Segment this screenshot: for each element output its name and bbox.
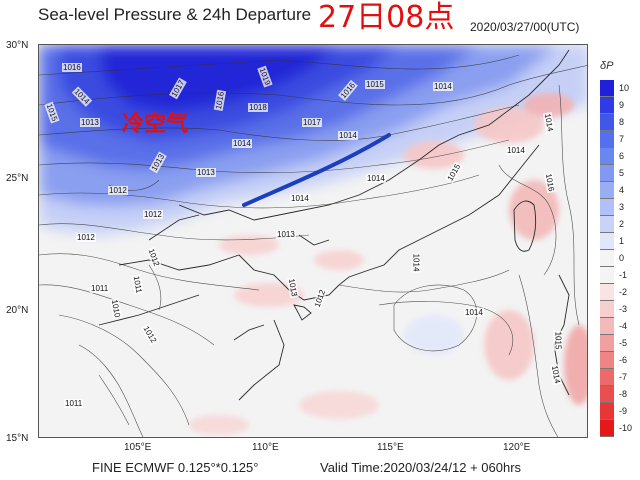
colorbar-label: 6 <box>619 151 625 161</box>
lat-label-30n: 30°N <box>6 40 29 51</box>
chart-title: Sea-level Pressure & 24h Departure <box>38 5 312 24</box>
colorbar-label: 3 <box>619 202 625 212</box>
isobar-label: 1018 <box>248 103 268 112</box>
lon-label-120e: 120°E <box>503 442 531 453</box>
isobar-label: 1013 <box>80 118 100 127</box>
isobar-label: 1014 <box>366 174 386 183</box>
colorbar-cell <box>600 284 614 301</box>
colorbar-cell <box>600 165 614 182</box>
isobar-label: 1013 <box>196 168 216 177</box>
map-frame <box>38 44 588 438</box>
isobar-label: 1014 <box>411 252 421 273</box>
isobar-label: 1014 <box>506 146 526 155</box>
colorbar-label: -9 <box>619 406 628 416</box>
colorbar-cell <box>600 352 614 369</box>
colorbar-cell <box>600 267 614 284</box>
colorbar-label: -5 <box>619 338 628 348</box>
colorbar-label: -3 <box>619 304 628 314</box>
colorbar-label: 0 <box>619 253 625 263</box>
colorbar-cell <box>600 114 614 131</box>
pressure-fall-field <box>189 93 587 435</box>
isobar-label: 1014 <box>290 194 310 203</box>
lon-label-105e: 105°E <box>124 442 152 453</box>
isobar-label: 1014 <box>232 139 252 148</box>
colorbar-cell <box>600 301 614 318</box>
lon-label-110e: 110°E <box>252 442 279 453</box>
colorbar-cell <box>600 403 614 420</box>
colorbar <box>600 80 614 437</box>
isobar-label: 1012 <box>76 233 96 242</box>
colorbar-label: -1 <box>619 270 628 280</box>
colorbar-label: 9 <box>619 100 625 110</box>
map-canvas <box>39 45 587 437</box>
colorbar-label: 4 <box>619 185 625 195</box>
lat-label-20n: 20°N <box>6 305 29 316</box>
colorbar-cell <box>600 182 614 199</box>
cold-air-arrow <box>242 133 391 207</box>
colorbar-label: 7 <box>619 134 625 144</box>
isobar-label: 1015 <box>553 330 563 351</box>
colorbar-cell <box>600 250 614 267</box>
colorbar-label: 5 <box>619 168 625 178</box>
date-stamp: 27日08点 <box>318 0 455 35</box>
lat-label-15n: 15°N <box>6 433 29 444</box>
footer-model: FINE ECMWF 0.125°*0.125° <box>92 460 259 475</box>
colorbar-cell <box>600 131 614 148</box>
isobar-label: 1014 <box>464 308 484 317</box>
colorbar-label: -7 <box>619 372 628 382</box>
isobar-label: 1013 <box>276 230 296 239</box>
colorbar-cell <box>600 420 614 437</box>
isobar-label: 1012 <box>108 186 128 195</box>
isobar-label: 1011 <box>64 399 84 408</box>
colorbar-label: -6 <box>619 355 628 365</box>
isobar-label: 1015 <box>365 80 385 89</box>
colorbar-label: 8 <box>619 117 625 127</box>
colorbar-cell <box>600 148 614 165</box>
isobar-label: 1017 <box>302 118 322 127</box>
isobar-label: 1012 <box>143 210 163 219</box>
colorbar-cell <box>600 335 614 352</box>
isobar-label: 1016 <box>62 63 82 72</box>
colorbar-label: -4 <box>619 321 628 331</box>
colorbar-cell <box>600 97 614 114</box>
colorbar-cell <box>600 386 614 403</box>
lat-label-25n: 25°N <box>6 173 29 184</box>
colorbar-label: -10 <box>619 423 633 433</box>
colorbar-cell <box>600 199 614 216</box>
colorbar-label: -8 <box>619 389 628 399</box>
isobar-label: 1014 <box>433 82 453 91</box>
isobar-label: 1014 <box>338 131 358 140</box>
lon-label-115e: 115°E <box>377 442 404 453</box>
colorbar-label: 1 <box>619 236 625 246</box>
colorbar-cell <box>600 233 614 250</box>
footer-valid-time: Valid Time:2020/03/24/12 + 060hrs <box>320 460 522 475</box>
colorbar-title: δP <box>600 60 614 72</box>
colorbar-cell <box>600 216 614 233</box>
colorbar-label: 10 <box>619 83 630 93</box>
cold-air-annotation: 冷空气 <box>122 112 189 137</box>
colorbar-label: 2 <box>619 219 625 229</box>
colorbar-cell <box>600 80 614 97</box>
valid-utc: 2020/03/27/00(UTC) <box>470 20 580 34</box>
colorbar-cell <box>600 369 614 386</box>
isobar-label: 1011 <box>90 284 110 293</box>
colorbar-cell <box>600 318 614 335</box>
colorbar-label: -2 <box>619 287 628 297</box>
